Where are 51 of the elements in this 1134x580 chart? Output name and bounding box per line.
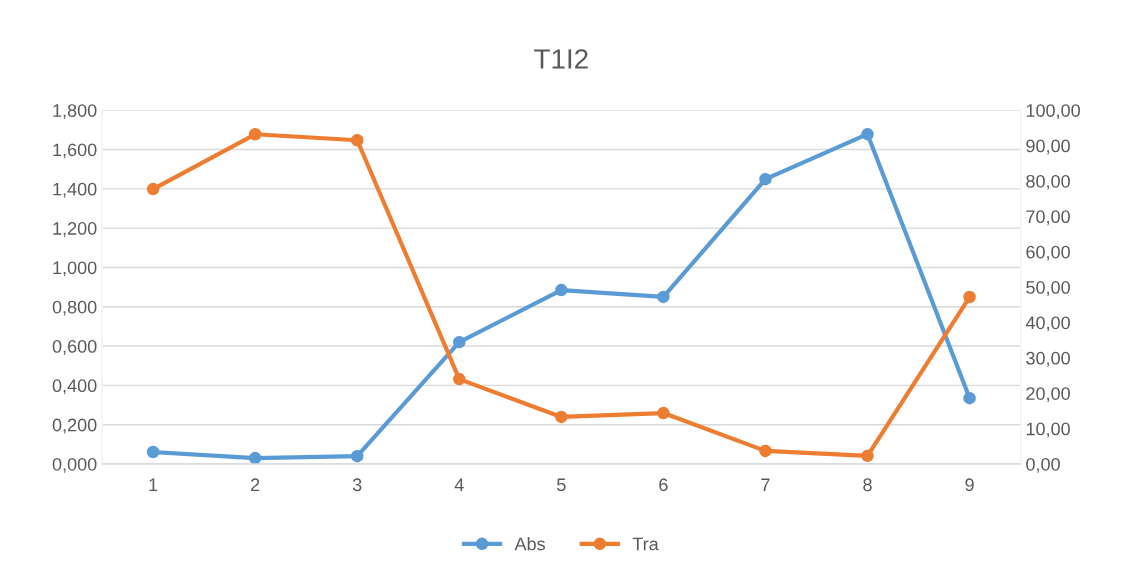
point bbox=[759, 172, 772, 186]
x-tick-label: 5 bbox=[557, 478, 566, 492]
point bbox=[146, 445, 160, 459]
y2-tick-label: 50,00 bbox=[1026, 281, 1070, 296]
y2-tick-label: 80,00 bbox=[1026, 174, 1070, 190]
chart-title: T1I2 bbox=[534, 49, 588, 69]
y-tick-label: 0,400 bbox=[52, 379, 97, 395]
y2-tick-label: 60,00 bbox=[1026, 245, 1070, 261]
point bbox=[350, 134, 364, 147]
point bbox=[453, 372, 466, 386]
y2-tick-label: 40,00 bbox=[1025, 316, 1070, 332]
y2-tick-label: 100,00 bbox=[1026, 104, 1080, 120]
y-tick-label: 1,000 bbox=[53, 261, 97, 277]
point bbox=[657, 406, 670, 420]
x-tick-label: 9 bbox=[965, 478, 974, 492]
y2-tick-label: 10,00 bbox=[1026, 422, 1070, 438]
y2-tick-label: 0,00 bbox=[1026, 457, 1060, 473]
point bbox=[963, 290, 976, 304]
point bbox=[963, 391, 976, 405]
x-tick-label: 6 bbox=[659, 478, 668, 492]
point bbox=[146, 182, 160, 196]
y-tick-label: 0,800 bbox=[52, 300, 97, 316]
point bbox=[861, 449, 874, 463]
point bbox=[657, 290, 670, 304]
y2-tick-label: 30,00 bbox=[1026, 351, 1070, 367]
y-tick-label: 1,800 bbox=[53, 104, 97, 120]
y2-tick-label: 20,00 bbox=[1026, 387, 1070, 403]
legend-label: Tra bbox=[632, 537, 659, 551]
point bbox=[453, 335, 466, 349]
y2-tick-label: 90,00 bbox=[1026, 139, 1070, 155]
y2-tick-label: 70,00 bbox=[1026, 210, 1070, 226]
x-tick-label: 2 bbox=[251, 478, 260, 491]
y-tick-label: 0,000 bbox=[52, 457, 97, 473]
x-tick-label: 7 bbox=[761, 478, 770, 491]
point bbox=[248, 128, 262, 141]
y-tick-label: 1,400 bbox=[53, 182, 97, 198]
point bbox=[759, 444, 772, 458]
x-tick-label: 4 bbox=[454, 478, 464, 491]
point bbox=[350, 449, 364, 463]
point bbox=[555, 410, 568, 424]
y-tick-label: 1,200 bbox=[53, 222, 97, 237]
x-tick-label: 8 bbox=[863, 478, 872, 492]
point bbox=[248, 451, 262, 464]
y-tick-label: 1,600 bbox=[53, 143, 97, 159]
point bbox=[555, 283, 568, 297]
x-tick-label: 3 bbox=[352, 478, 362, 492]
y-tick-label: 0,600 bbox=[52, 340, 97, 355]
x-tick-label: 1 bbox=[149, 478, 158, 491]
legend-label: Abs bbox=[514, 537, 545, 551]
point bbox=[861, 127, 874, 141]
y-tick-label: 0,200 bbox=[52, 418, 97, 434]
